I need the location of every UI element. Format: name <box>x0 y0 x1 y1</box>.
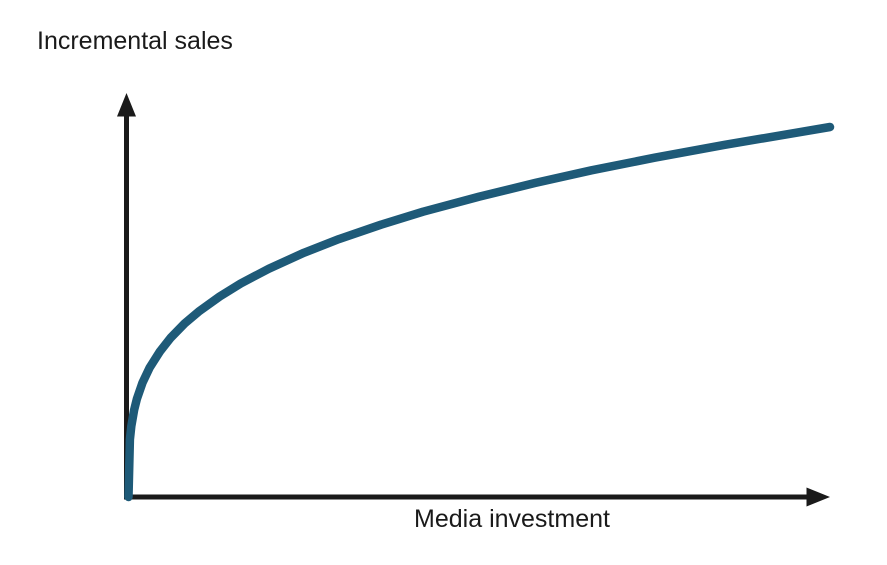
x-axis-title: Media investment <box>414 505 610 533</box>
x-axis-arrowhead <box>806 487 830 507</box>
y-axis-title: Incremental sales <box>37 27 233 55</box>
y-axis-arrowhead <box>117 93 136 117</box>
response-curve <box>124 122 835 502</box>
